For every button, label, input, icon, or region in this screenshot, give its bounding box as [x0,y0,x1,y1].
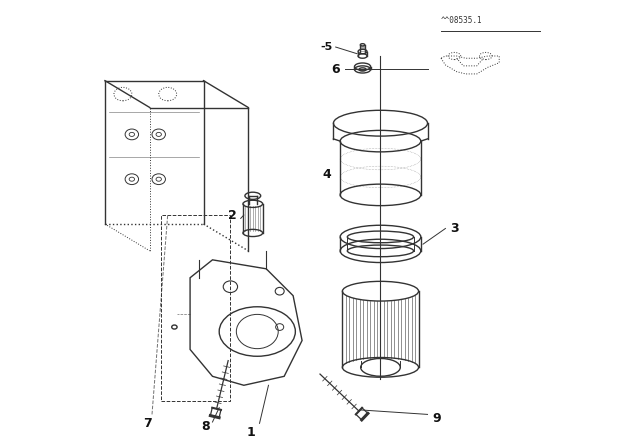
Text: 8: 8 [202,420,210,433]
Text: 1: 1 [246,426,255,439]
Text: 3: 3 [450,222,459,235]
Text: 4: 4 [323,168,331,181]
Text: ^^08535.1: ^^08535.1 [441,16,483,25]
Text: 7: 7 [143,417,152,430]
Text: 9: 9 [432,412,441,426]
Text: 2: 2 [228,208,237,222]
Text: 6: 6 [332,63,340,76]
Text: -5: -5 [321,42,333,52]
